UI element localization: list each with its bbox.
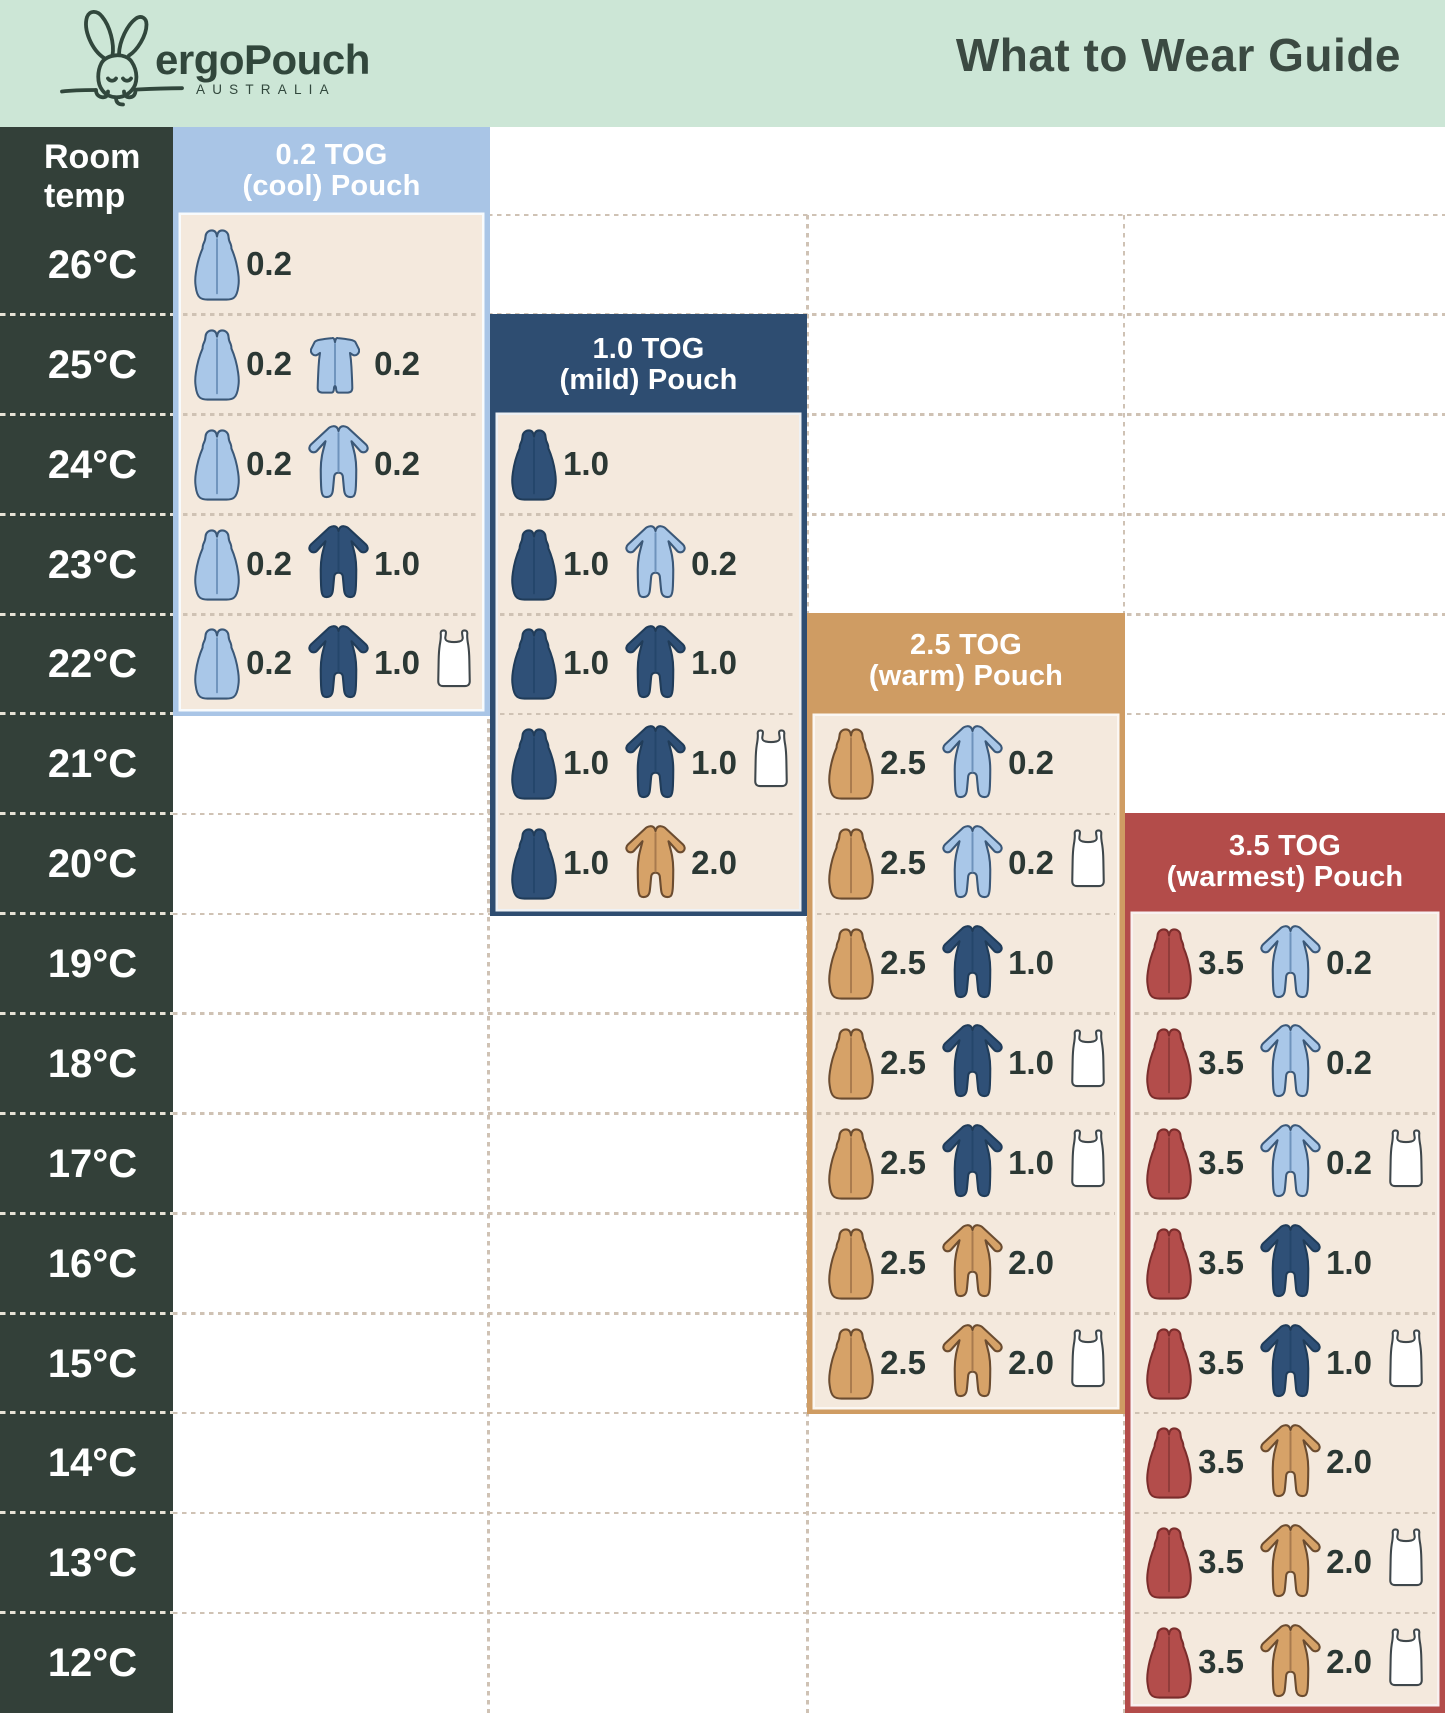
svg-text:ergoPouch: ergoPouch <box>155 36 370 83</box>
svg-text:AUSTRALIA: AUSTRALIA <box>196 82 336 97</box>
